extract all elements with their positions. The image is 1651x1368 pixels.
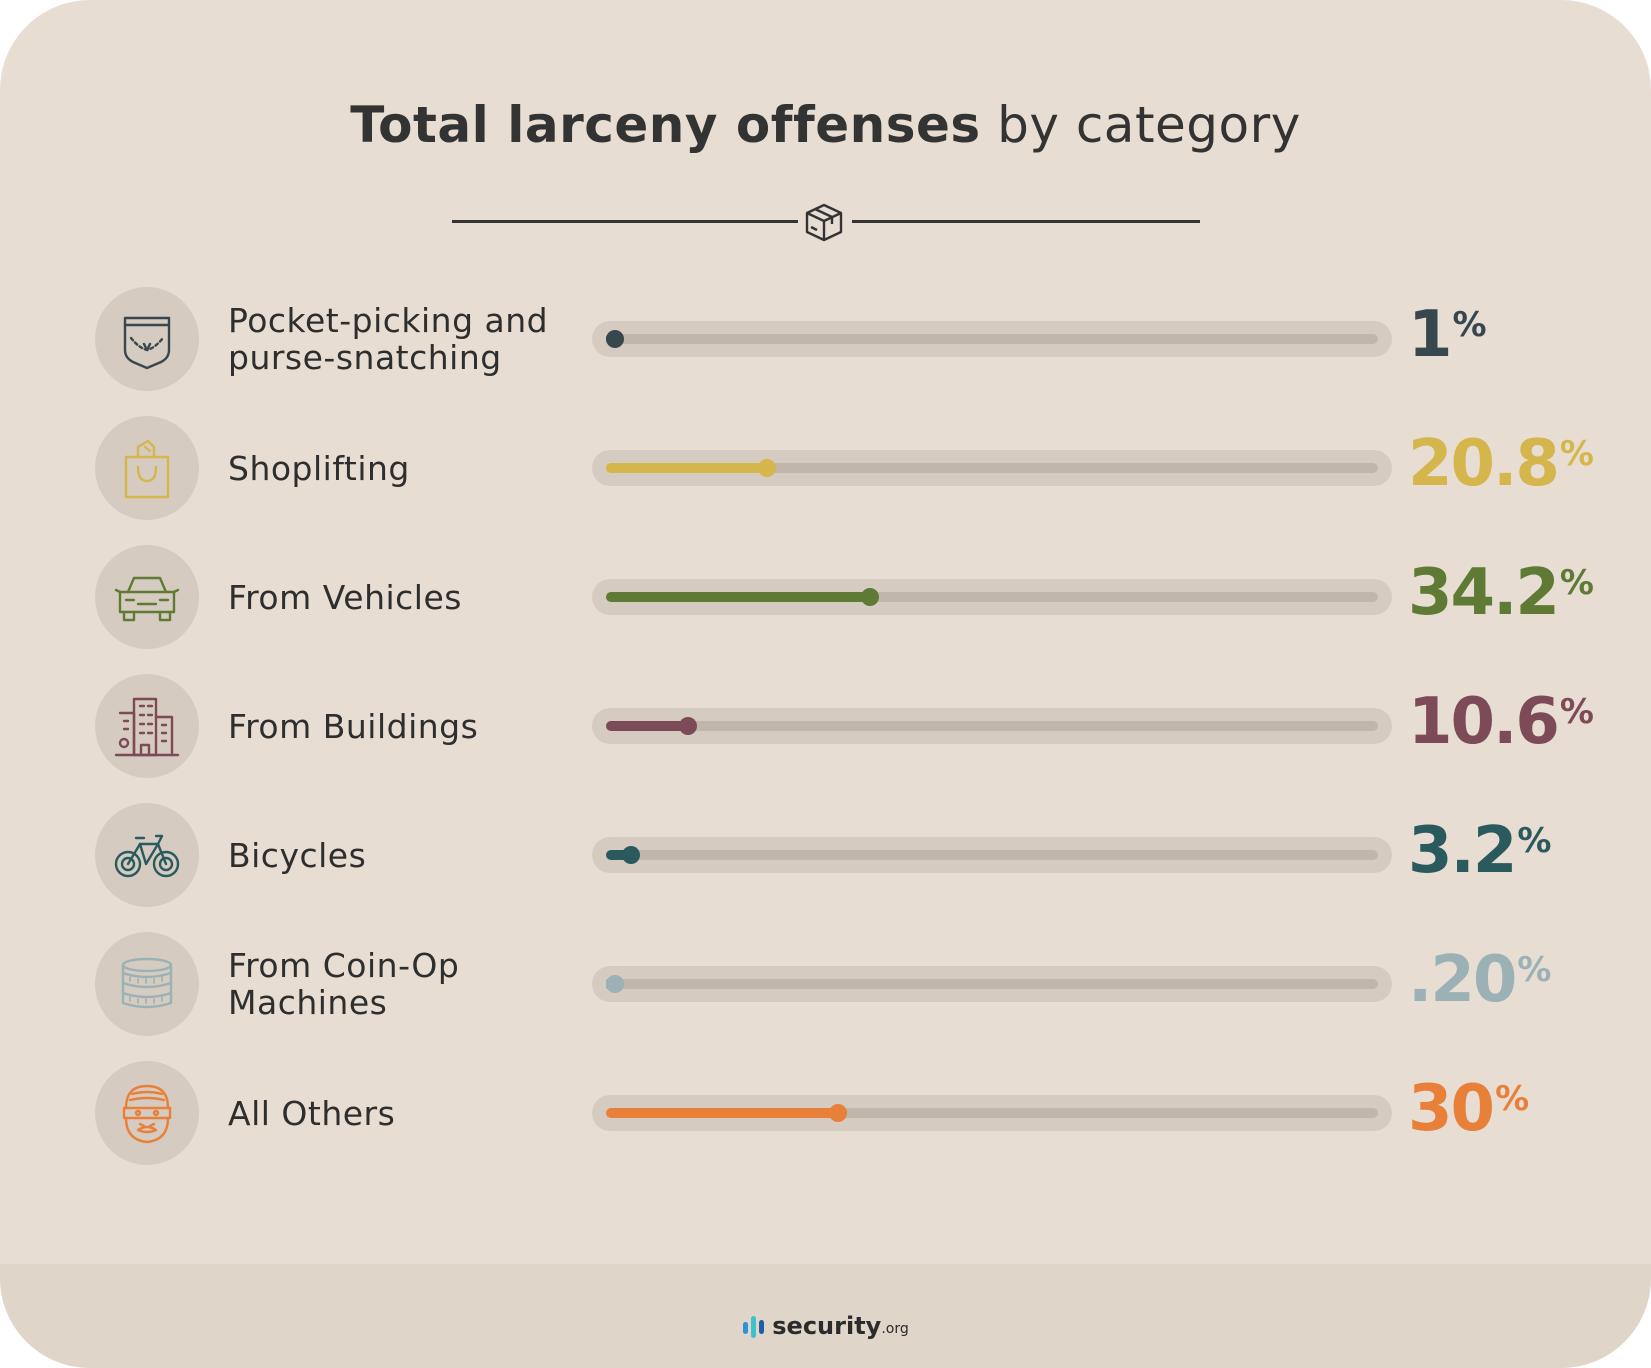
brand-suffix: .org [881,1321,909,1337]
buildings-icon [114,697,180,757]
value-number: 20.8 [1408,427,1560,501]
shopping-bag-icon [124,439,170,499]
bar-row: Shoplifting 20.8% [0,416,1651,520]
value-label: .20% [1408,942,1551,1018]
percent-sign: % [1452,305,1487,345]
percent-sign: % [1559,563,1594,603]
title-strong: Total larceny offenses [350,96,981,154]
bar-fill [606,721,688,731]
bar-track-inner [606,1104,1378,1122]
value-label: 34.2% [1408,555,1594,631]
car-icon [114,576,180,622]
category-label: Pocket-picking and purse-snatching [228,301,549,377]
bar-fill [606,1108,838,1118]
value-label: 10.6% [1408,684,1594,760]
bar-track-inner [606,846,1378,864]
value-number: 3.2 [1408,814,1517,888]
pocket-icon [123,316,171,370]
bar-end-marker [606,975,624,993]
bar-row: From Coin-Op Machines .20% [0,932,1651,1036]
icon-circle [95,545,199,649]
bar-track-inner [606,588,1378,606]
divider-left [452,220,798,223]
bar-fill [606,463,767,473]
icon-circle [95,803,199,907]
package-box-icon [805,203,843,242]
category-label: From Buildings [228,706,479,746]
value-number: 34.2 [1408,556,1560,630]
category-label: Shoplifting [228,448,410,488]
bar-track-inner [606,975,1378,993]
bar-end-marker [828,1104,847,1122]
category-label: Bicycles [228,835,367,875]
icon-circle [95,287,199,391]
value-number: 1 [1408,298,1453,372]
brand-name: security [772,1312,882,1340]
category-label: All Others [228,1093,396,1133]
icon-circle [95,1061,199,1165]
percent-sign: % [1559,434,1594,474]
bar-track-inner [606,717,1378,735]
bar-end-marker [606,330,624,348]
footer-band [0,1264,1651,1368]
percent-sign: % [1495,1079,1530,1119]
icon-circle [95,932,199,1036]
bar-track [592,966,1392,1002]
logo-mark-icon [743,1316,765,1338]
bar-fill [606,592,871,602]
bar-end-marker [861,588,880,606]
bar-end-marker [678,717,697,735]
value-label: 3.2% [1408,813,1551,889]
bar-end-marker [621,846,640,864]
bar-track [592,321,1392,357]
bar-row: From Buildings 10.6% [0,674,1651,778]
category-label: From Vehicles [228,577,462,617]
bicycle-icon [114,834,180,878]
robber-icon [122,1084,172,1144]
bar-row: Bicycles 3.2% [0,803,1651,907]
coins-icon [121,957,173,1009]
bar-track [592,708,1392,744]
value-number: 10.6 [1408,685,1560,759]
bar-track [592,579,1392,615]
value-number: .20 [1408,943,1517,1017]
brand-logo: security.org [0,1312,1651,1340]
bar-end-marker [757,459,776,477]
percent-sign: % [1517,950,1552,990]
bar-track-inner [606,459,1378,477]
percent-sign: % [1517,821,1552,861]
bar-fill [606,850,631,860]
value-label: 1% [1408,297,1487,373]
icon-circle [95,674,199,778]
title-light: by category [997,96,1301,154]
bar-row: Pocket-picking and purse-snatching 1% [0,287,1651,391]
percent-sign: % [1559,692,1594,732]
value-label: 20.8% [1408,426,1594,502]
icon-circle [95,416,199,520]
bar-track [592,1095,1392,1131]
bar-row: All Others 30% [0,1061,1651,1165]
divider-right [852,220,1200,223]
bar-track-inner [606,330,1378,348]
bar-row: From Vehicles 34.2% [0,545,1651,649]
chart-title: Total larceny offenses by category [0,96,1651,154]
bar-track [592,450,1392,486]
value-label: 30% [1408,1071,1529,1147]
bar-track [592,837,1392,873]
value-number: 30 [1408,1072,1495,1146]
category-label: From Coin-Op Machines [228,946,460,1022]
